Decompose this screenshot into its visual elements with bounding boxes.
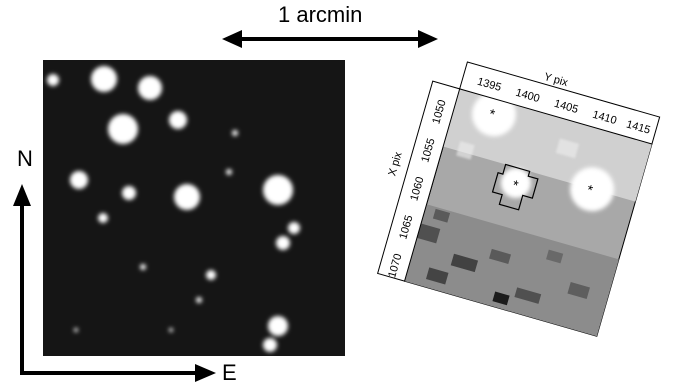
- scale-bar-label: 1 arcmin: [278, 2, 363, 27]
- star-field: [47, 66, 300, 352]
- pixel-cutout: * * * 1395 1400 1405 1410 1415 Y pix 107…: [377, 61, 661, 337]
- compass-arrows: [13, 184, 216, 382]
- svg-text:*: *: [487, 105, 497, 122]
- svg-text:*: *: [585, 181, 595, 198]
- sky-image: [43, 60, 345, 356]
- north-label: N: [17, 146, 33, 171]
- scale-bar-arrow: [222, 30, 438, 48]
- y-axis-label: X pix: [386, 150, 404, 177]
- east-label: E: [222, 360, 237, 385]
- svg-text:*: *: [511, 176, 521, 193]
